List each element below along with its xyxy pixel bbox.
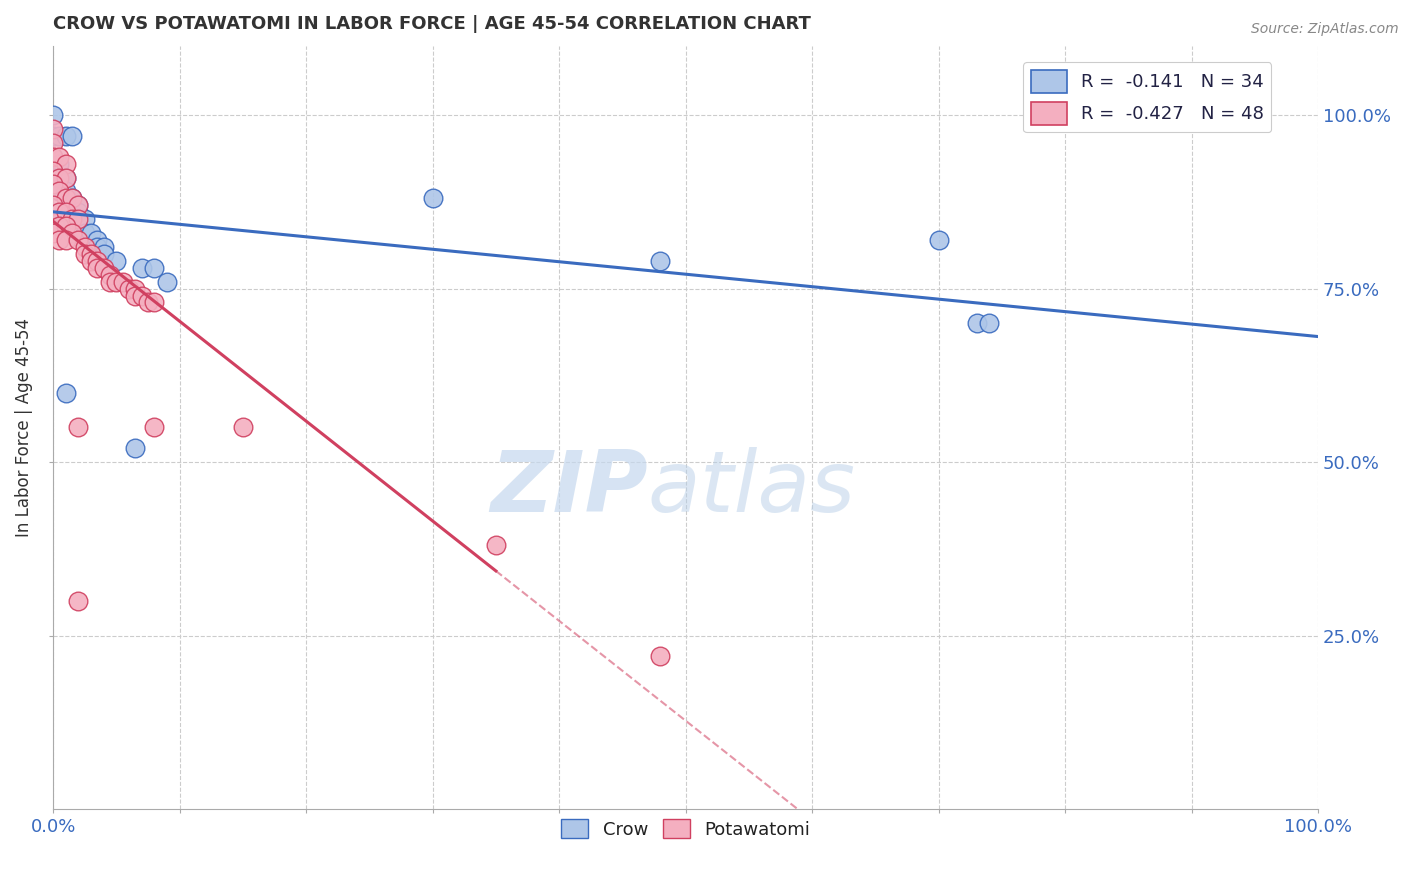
Point <box>67 205 90 219</box>
Point <box>80 247 103 261</box>
Point <box>67 198 90 212</box>
Point <box>48 205 70 219</box>
Point <box>73 226 96 240</box>
Point <box>67 594 90 608</box>
Point <box>93 260 115 275</box>
Point <box>93 240 115 254</box>
Point <box>73 212 96 227</box>
Point <box>48 233 70 247</box>
Point <box>48 205 70 219</box>
Point <box>650 253 672 268</box>
Point <box>124 282 146 296</box>
Point <box>131 288 153 302</box>
Point <box>422 191 444 205</box>
Point <box>98 268 121 282</box>
Point <box>55 170 77 185</box>
Point <box>93 247 115 261</box>
Point <box>42 178 65 192</box>
Y-axis label: In Labor Force | Age 45-54: In Labor Force | Age 45-54 <box>15 318 32 537</box>
Point <box>60 226 83 240</box>
Point <box>232 420 254 434</box>
Point <box>55 156 77 170</box>
Point <box>55 233 77 247</box>
Point <box>86 260 108 275</box>
Point <box>80 226 103 240</box>
Point <box>42 128 65 143</box>
Point <box>60 212 83 227</box>
Point <box>136 295 159 310</box>
Legend: Crow, Potawatomi: Crow, Potawatomi <box>554 812 817 846</box>
Point <box>928 233 950 247</box>
Point <box>485 538 508 552</box>
Point <box>966 316 988 330</box>
Point <box>67 198 90 212</box>
Point <box>67 212 90 227</box>
Point <box>111 275 134 289</box>
Point <box>48 185 70 199</box>
Point <box>118 282 141 296</box>
Point <box>60 128 83 143</box>
Point <box>42 198 65 212</box>
Point <box>86 253 108 268</box>
Point <box>42 226 65 240</box>
Point <box>55 191 77 205</box>
Point <box>55 185 77 199</box>
Point <box>48 128 70 143</box>
Point <box>42 150 65 164</box>
Text: ZIP: ZIP <box>491 447 648 530</box>
Point <box>48 219 70 234</box>
Point <box>67 233 90 247</box>
Point <box>67 420 90 434</box>
Point <box>650 649 672 664</box>
Point <box>42 170 65 185</box>
Point <box>979 316 1001 330</box>
Point <box>48 170 70 185</box>
Point <box>73 240 96 254</box>
Point <box>60 191 83 205</box>
Point <box>42 150 65 164</box>
Point <box>48 150 70 164</box>
Point <box>86 233 108 247</box>
Point <box>42 122 65 136</box>
Point <box>98 275 121 289</box>
Point <box>55 219 77 234</box>
Point <box>42 136 65 150</box>
Point <box>105 275 128 289</box>
Point <box>42 163 65 178</box>
Point <box>80 253 103 268</box>
Point <box>143 295 166 310</box>
Text: CROW VS POTAWATOMI IN LABOR FORCE | AGE 45-54 CORRELATION CHART: CROW VS POTAWATOMI IN LABOR FORCE | AGE … <box>53 15 811 33</box>
Point <box>48 185 70 199</box>
Point <box>105 253 128 268</box>
Point <box>131 260 153 275</box>
Point <box>124 288 146 302</box>
Point <box>156 275 179 289</box>
Point <box>60 191 83 205</box>
Point <box>73 247 96 261</box>
Point <box>48 170 70 185</box>
Text: atlas: atlas <box>648 447 856 530</box>
Point <box>55 385 77 400</box>
Point <box>48 156 70 170</box>
Point <box>124 441 146 455</box>
Point <box>55 128 77 143</box>
Text: Source: ZipAtlas.com: Source: ZipAtlas.com <box>1251 22 1399 37</box>
Point <box>86 240 108 254</box>
Point <box>55 205 77 219</box>
Point <box>143 420 166 434</box>
Point <box>143 260 166 275</box>
Point <box>42 108 65 122</box>
Point <box>55 170 77 185</box>
